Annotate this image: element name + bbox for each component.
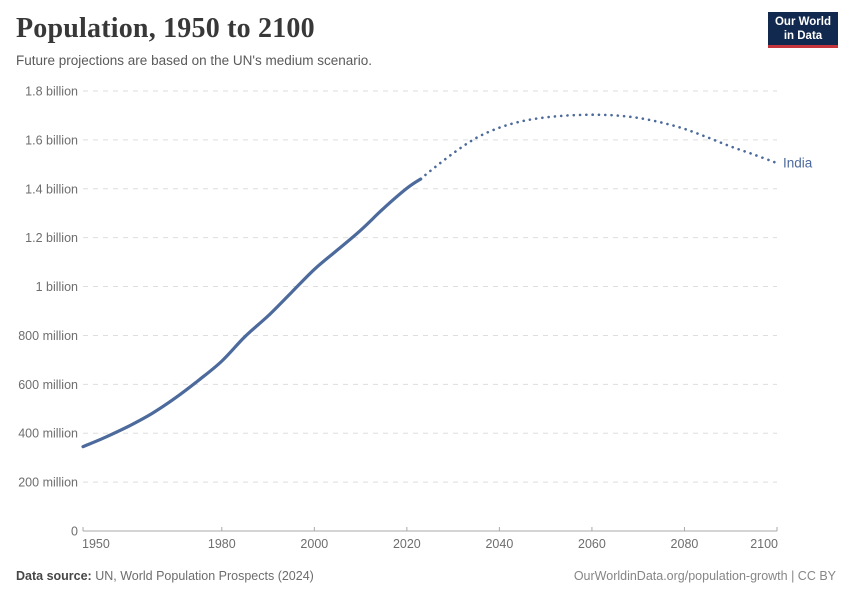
attribution-link[interactable]: OurWorldinData.org/population-growth | C… [573, 569, 836, 583]
x-axis-tick-label: 2000 [300, 537, 328, 551]
x-axis-tick-label: 1980 [208, 537, 236, 551]
data-source-note: Data source: UN, World Population Prospe… [16, 569, 314, 583]
y-axis-tick-label: 1.2 billion [25, 231, 78, 245]
series-line-projection-india[interactable] [419, 113, 779, 181]
y-axis-tick-label: 400 million [18, 427, 78, 441]
series-label-india[interactable]: India [783, 156, 813, 171]
y-axis-tick-label: 1 billion [36, 280, 78, 294]
x-axis-tick-label: 2100 [750, 537, 778, 551]
y-axis-tick-label: 600 million [18, 378, 78, 392]
owid-logo-line2: in Data [783, 30, 823, 42]
data-source-value: UN, World Population Prospects (2024) [91, 569, 314, 583]
y-axis-tick-label: 200 million [18, 476, 78, 490]
x-axis-tick-label: 2040 [485, 537, 513, 551]
y-axis-tick-label: 1.8 billion [25, 85, 78, 99]
x-axis-tick-label: 2060 [578, 537, 606, 551]
y-axis-tick-label: 800 million [18, 329, 78, 343]
y-axis-tick-label: 1.6 billion [25, 133, 78, 147]
series-line-historical-india[interactable] [81, 177, 423, 449]
x-axis-tick-label: 1950 [82, 537, 110, 551]
plot-area[interactable] [83, 81, 777, 531]
data-source-label: Data source: [16, 569, 92, 583]
page-title: Population, 1950 to 2100 [16, 13, 315, 44]
chart-subtitle: Future projections are based on the UN's… [16, 53, 373, 68]
owid-logo-line1: Our World [774, 16, 831, 28]
owid-logo[interactable]: Our World in Data [768, 12, 838, 48]
y-axis-tick-label: 0 [71, 525, 78, 539]
x-axis-tick-label: 2020 [393, 537, 421, 551]
x-axis-tick-label: 2080 [671, 537, 699, 551]
y-axis-tick-label: 1.4 billion [25, 182, 78, 196]
